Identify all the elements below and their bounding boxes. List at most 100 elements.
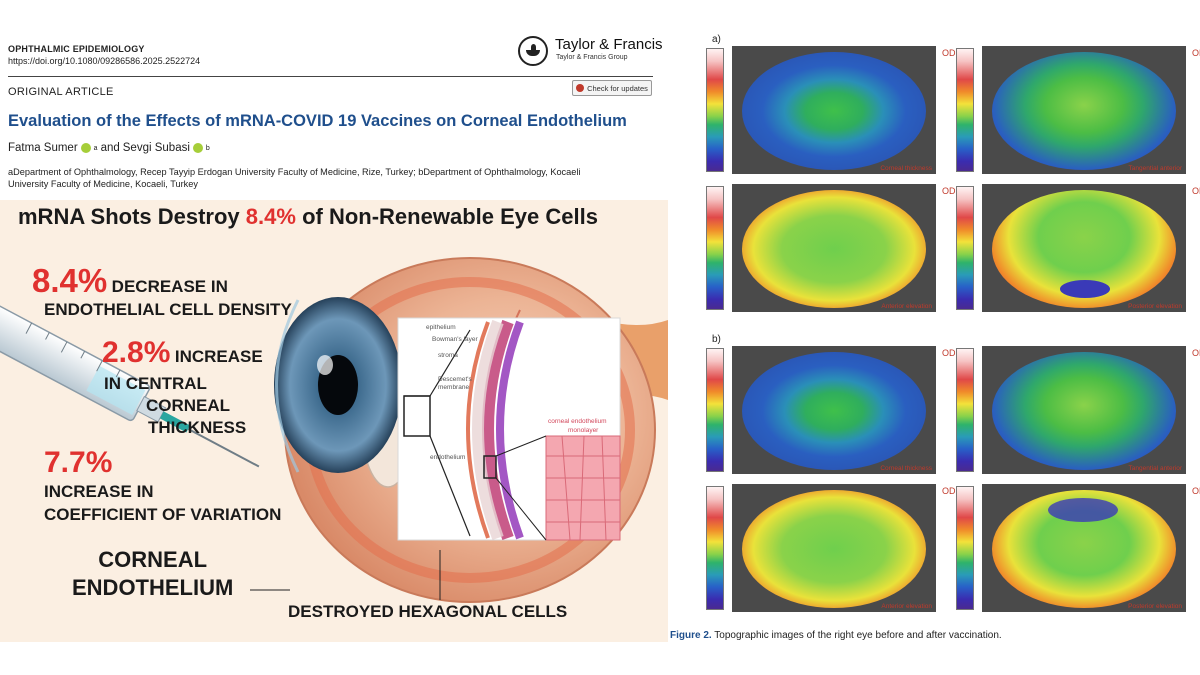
- map-tangential-anterior-b: Tangential anterior OD: [956, 346, 1200, 474]
- stat-label: THICKNESS: [148, 418, 247, 437]
- eye-illustration: [0, 257, 668, 603]
- article-type: ORIGINAL ARTICLE: [8, 86, 114, 98]
- topography-map: Corneal thickness: [732, 346, 936, 474]
- map-caption: Tangential anterior: [1128, 465, 1182, 472]
- destroyed-cells-label: DESTROYED HEXAGONAL CELLS: [288, 602, 568, 621]
- topography-map: Tangential anterior: [982, 346, 1186, 474]
- figure-caption-label: Figure 2.: [670, 630, 712, 641]
- inset-label-descemet-b: membrane: [438, 384, 470, 391]
- headline-accent: 8.4%: [245, 204, 296, 229]
- stat-corneal-thickness: 2.8% INCREASE: [102, 336, 263, 370]
- author-join: and: [100, 142, 120, 154]
- map-caption: Tangential anterior: [1128, 165, 1182, 172]
- infographic-headline: mRNA Shots Destroy 8.4% of Non-Renewable…: [18, 204, 598, 230]
- stat-label: ENDOTHELIAL CELL DENSITY: [44, 300, 292, 319]
- stat-value: 8.4%: [32, 262, 108, 299]
- map-caption: Posterior elevation: [1128, 603, 1182, 610]
- stat-label: INCREASE: [174, 347, 263, 366]
- od-label: OD: [1192, 186, 1200, 196]
- affiliation-marker: b: [205, 144, 210, 152]
- figure-caption-text: Topographic images of the right eye befo…: [714, 630, 1002, 641]
- syringe: [0, 304, 260, 468]
- stat-label: INCREASE IN: [44, 482, 154, 501]
- cornea-label-line: ENDOTHELIUM: [72, 575, 234, 600]
- stat-label: COEFFICIENT OF VARIATION: [44, 505, 282, 524]
- stat-label: IN CENTRAL: [104, 374, 207, 393]
- od-label: OD: [942, 348, 956, 358]
- author-name[interactable]: Fatma Sumer: [8, 142, 78, 154]
- lamp-icon: [518, 36, 548, 66]
- header-rule: [8, 76, 653, 77]
- stat-label: CORNEAL: [146, 396, 231, 415]
- map-posterior-elevation-a: Posterior elevation OD: [956, 184, 1200, 312]
- map-caption: Anterior elevation: [881, 303, 932, 310]
- color-scale: [956, 186, 974, 310]
- color-scale: [706, 348, 724, 472]
- color-scale: [706, 186, 724, 310]
- inset-label-monolayer-a: corneal endothelium: [548, 418, 607, 425]
- publisher-logo: Taylor & Francis Taylor & Francis Group: [518, 34, 668, 68]
- figure-caption: Figure 2. Topographic images of the righ…: [670, 630, 1002, 641]
- orcid-icon[interactable]: [192, 143, 203, 153]
- panel-label-b: b): [712, 334, 721, 345]
- od-label: OD: [1192, 348, 1200, 358]
- map-corneal-thickness-a: Corneal thickness OD: [706, 46, 956, 174]
- inset-label-monolayer-b: monolayer: [568, 427, 599, 434]
- topography-map: Anterior elevation: [732, 484, 936, 612]
- map-anterior-elevation-a: Anterior elevation OD: [706, 184, 956, 312]
- topography-map: Tangential anterior: [982, 46, 1186, 174]
- headline-prefix: mRNA Shots Destroy: [18, 204, 240, 229]
- stat-value: 2.8%: [102, 336, 171, 369]
- affiliation-line: University Faculty of Medicine, Kocaeli,…: [8, 179, 198, 189]
- affiliation-line: aDepartment of Ophthalmology, Recep Tayy…: [8, 167, 581, 177]
- stat-coefficient-variation: 7.7%: [44, 446, 112, 480]
- stat-cell-density: 8.4% DECREASE IN: [32, 262, 228, 300]
- check-updates-label: Check for updates: [587, 83, 648, 93]
- affiliation-marker: a: [93, 144, 98, 152]
- check-updates-button[interactable]: Check for updates: [572, 80, 652, 96]
- map-corneal-thickness-b: Corneal thickness OD: [706, 346, 956, 474]
- author-name[interactable]: Sevgi Subasi: [122, 142, 190, 154]
- map-caption: Anterior elevation: [881, 603, 932, 610]
- inset-label-stroma: stroma: [438, 352, 458, 359]
- topography-map: Posterior elevation: [982, 184, 1186, 312]
- journal-name: OPHTHALMIC EPIDEMIOLOGY: [8, 44, 145, 54]
- paper-header: OPHTHALMIC EPIDEMIOLOGY https://doi.org/…: [0, 0, 665, 200]
- topography-map: Corneal thickness: [732, 46, 936, 174]
- cornea-label-line: CORNEAL: [98, 547, 208, 572]
- color-scale: [706, 48, 724, 172]
- author-list: Fatma Sumer a and Sevgi Subasi b: [8, 142, 210, 154]
- orcid-icon[interactable]: [80, 143, 91, 153]
- update-icon: [576, 84, 585, 92]
- inset-label-bowman: Bowman's layer: [432, 336, 478, 343]
- headline-suffix: of Non-Renewable Eye Cells: [302, 204, 598, 229]
- affiliations: aDepartment of Ophthalmology, Recep Tayy…: [8, 166, 658, 190]
- map-tangential-anterior-a: Tangential anterior OD: [956, 46, 1200, 174]
- od-label: OD: [1192, 48, 1200, 58]
- map-caption: Corneal thickness: [880, 465, 932, 472]
- color-scale: [956, 348, 974, 472]
- map-posterior-elevation-b: Posterior elevation OD: [956, 484, 1200, 612]
- paper-title: Evaluation of the Effects of mRNA-COVID …: [8, 112, 627, 130]
- od-label: OD: [942, 48, 956, 58]
- stat-label: DECREASE IN: [111, 277, 228, 296]
- doi-link[interactable]: https://doi.org/10.1080/09286586.2025.25…: [8, 56, 201, 66]
- od-label: OD: [942, 186, 956, 196]
- infographic: mRNA Shots Destroy 8.4% of Non-Renewable…: [0, 200, 668, 642]
- map-anterior-elevation-b: Anterior elevation OD: [706, 484, 956, 612]
- map-caption: Posterior elevation: [1128, 303, 1182, 310]
- topography-figure: a) b) Corneal thickness OD Tangential an…: [670, 0, 1200, 675]
- od-label: OD: [942, 486, 956, 496]
- inset-label-endothelium: endothelium: [430, 454, 466, 461]
- inset-label-epithelium: epithelium: [426, 324, 456, 331]
- topography-map: Anterior elevation: [732, 184, 936, 312]
- color-scale: [956, 486, 974, 610]
- corneal-endothelium-label: CORNEAL ENDOTHELIUM: [72, 546, 233, 602]
- od-label: OD: [1192, 486, 1200, 496]
- publisher-name: Taylor & Francis: [555, 36, 663, 53]
- stat-value: 7.7%: [44, 446, 113, 479]
- inset-label-descemet-a: Descemet's: [438, 376, 472, 383]
- color-scale: [956, 48, 974, 172]
- map-caption: Corneal thickness: [880, 165, 932, 172]
- panel-label-a: a): [712, 34, 721, 45]
